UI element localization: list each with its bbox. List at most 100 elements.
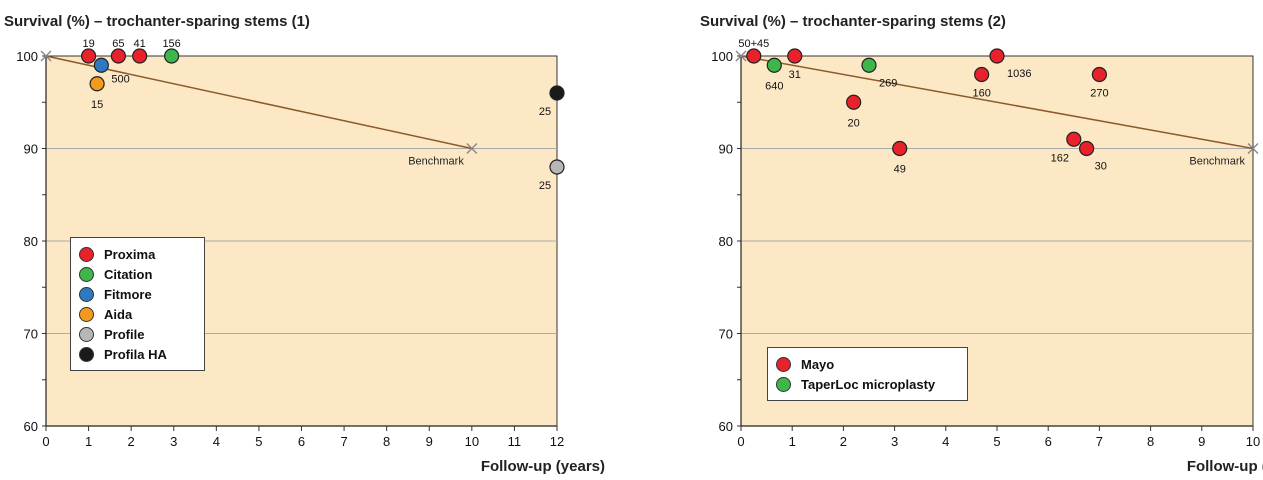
- data-point: [82, 49, 96, 63]
- y-tick-label: 80: [24, 234, 38, 249]
- legend-swatch: [79, 287, 94, 302]
- x-tick-label: 8: [383, 434, 390, 449]
- x-tick-label: 1: [85, 434, 92, 449]
- y-tick-label: 90: [24, 142, 38, 157]
- y-tick-label: 80: [719, 234, 733, 249]
- x-tick-label: 6: [1045, 434, 1052, 449]
- x-tick-label: 1: [789, 434, 796, 449]
- legend-swatch: [776, 357, 791, 372]
- data-point: [847, 95, 861, 109]
- data-label: 1036: [1007, 68, 1031, 80]
- x-tick-label: 3: [891, 434, 898, 449]
- data-label: 269: [879, 77, 897, 89]
- data-label: 20: [848, 117, 860, 129]
- legend-label: Aida: [104, 307, 132, 322]
- y-tick-label: 60: [24, 419, 38, 434]
- data-label: 30: [1095, 161, 1107, 173]
- data-point: [975, 68, 989, 82]
- data-label: 25: [539, 180, 551, 192]
- data-point: [550, 160, 564, 174]
- benchmark-label: Benchmark: [1189, 156, 1245, 168]
- y-tick-label: 100: [16, 49, 38, 64]
- legend-item: Aida: [79, 304, 196, 324]
- x-tick-label: 5: [993, 434, 1000, 449]
- data-label: 640: [765, 80, 783, 92]
- data-point: [747, 49, 761, 63]
- x-tick-label: 2: [128, 434, 135, 449]
- data-point: [1080, 142, 1094, 156]
- data-label: 156: [162, 38, 180, 50]
- x-tick-label: 4: [942, 434, 949, 449]
- data-label: 49: [894, 164, 906, 176]
- x-axis-label: Follow-up (years): [1187, 458, 1263, 475]
- data-point: [94, 58, 108, 72]
- legend-swatch: [79, 267, 94, 282]
- legend-swatch: [79, 347, 94, 362]
- x-tick-label: 2: [840, 434, 847, 449]
- legend-label: Mayo: [801, 357, 834, 372]
- data-label: 19: [82, 38, 94, 50]
- data-point: [862, 58, 876, 72]
- x-tick-label: 9: [426, 434, 433, 449]
- data-point: [133, 49, 147, 63]
- legend-label: TaperLoc microplasty: [801, 377, 935, 392]
- y-tick-label: 70: [24, 327, 38, 342]
- x-tick-label: 7: [1096, 434, 1103, 449]
- legend-label: Fitmore: [104, 287, 152, 302]
- x-axis-label: Follow-up (years): [481, 458, 605, 475]
- legend-swatch: [79, 327, 94, 342]
- legend: Mayo TaperLoc microplasty: [767, 347, 968, 401]
- legend-item: TaperLoc microplasty: [776, 374, 959, 394]
- x-tick-label: 6: [298, 434, 305, 449]
- x-tick-label: 4: [213, 434, 220, 449]
- x-tick-label: 0: [737, 434, 744, 449]
- data-label: 160: [972, 88, 990, 100]
- data-point: [550, 86, 564, 100]
- x-tick-label: 0: [42, 434, 49, 449]
- data-label: 31: [789, 69, 801, 81]
- x-tick-label: 7: [340, 434, 347, 449]
- x-tick-label: 12: [550, 434, 564, 449]
- legend-label: Proxima: [104, 247, 155, 262]
- legend-item: Profile: [79, 324, 196, 344]
- data-label: 50+45: [738, 38, 769, 50]
- legend-label: Citation: [104, 267, 152, 282]
- legend-swatch: [776, 377, 791, 392]
- x-tick-label: 8: [1147, 434, 1154, 449]
- benchmark-label: Benchmark: [408, 156, 464, 168]
- data-label: 500: [111, 73, 129, 85]
- data-point: [1067, 132, 1081, 146]
- data-point: [767, 58, 781, 72]
- legend-item: Profila HA: [79, 344, 196, 364]
- x-tick-label: 10: [465, 434, 479, 449]
- y-tick-label: 90: [719, 142, 733, 157]
- data-point: [1092, 68, 1106, 82]
- data-point: [893, 142, 907, 156]
- chart-plot: 60 70 80 90 100 0 1 2 3 4 5 6 7 8 9 10 Benchmark 50+45 31 2…: [696, 0, 1263, 480]
- x-tick-label: 3: [170, 434, 177, 449]
- data-label: 270: [1090, 88, 1108, 100]
- data-label: 41: [134, 38, 146, 50]
- chart-panel-1: Survival (%) – trochanter-sparing stems …: [0, 0, 620, 480]
- legend-label: Profile: [104, 327, 144, 342]
- x-tick-label: 10: [1246, 434, 1260, 449]
- data-point: [90, 77, 104, 91]
- legend-item: Proxima: [79, 244, 196, 264]
- y-tick-label: 100: [711, 49, 733, 64]
- data-label: 25: [539, 106, 551, 118]
- data-label: 162: [1051, 152, 1069, 164]
- x-tick-label: 5: [255, 434, 262, 449]
- data-point: [788, 49, 802, 63]
- legend-swatch: [79, 307, 94, 322]
- data-point: [990, 49, 1004, 63]
- data-point: [165, 49, 179, 63]
- legend-item: Mayo: [776, 354, 959, 374]
- data-label: 15: [91, 99, 103, 111]
- y-tick-label: 70: [719, 327, 733, 342]
- y-tick-label: 60: [719, 419, 733, 434]
- data-point: [111, 49, 125, 63]
- legend-item: Fitmore: [79, 284, 196, 304]
- legend-swatch: [79, 247, 94, 262]
- legend: Proxima Citation Fitmore Aida Profile Profila…: [70, 237, 205, 371]
- legend-label: Profila HA: [104, 347, 167, 362]
